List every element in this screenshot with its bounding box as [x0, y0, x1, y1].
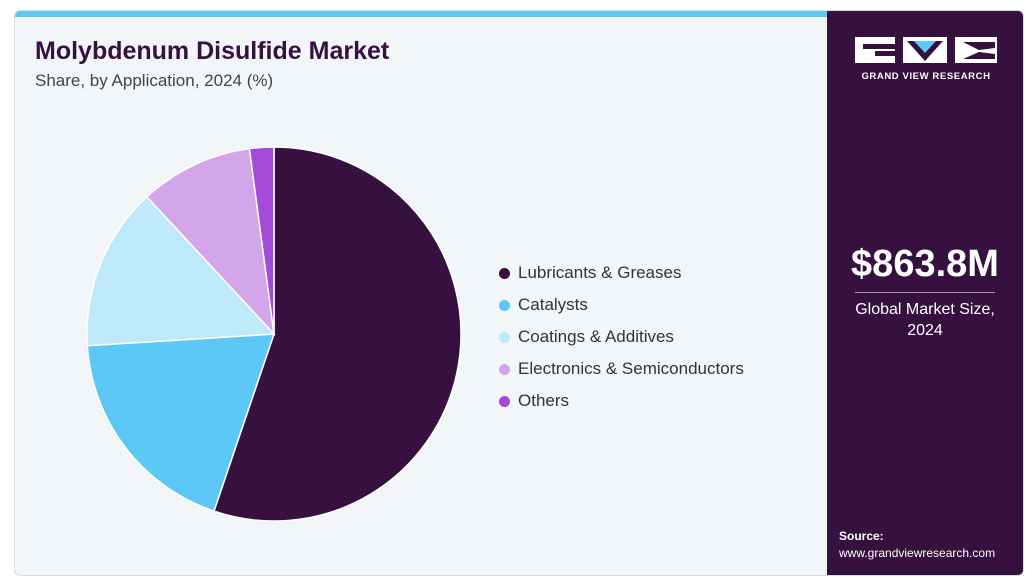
- source-url[interactable]: www.grandviewresearch.com: [839, 546, 996, 560]
- market-size-label-line2: 2024: [907, 322, 943, 339]
- legend-item: Lubricants & Greases: [499, 257, 744, 289]
- gvr-logo-icon: [855, 37, 997, 63]
- accent-bar: [15, 11, 827, 17]
- legend-swatch: [499, 363, 510, 375]
- legend-label: Lubricants & Greases: [518, 263, 682, 282]
- legend-swatch: [499, 267, 510, 279]
- pie-slice-electronics-semiconductors: [145, 147, 276, 337]
- pie-slice-catalysts: [86, 333, 276, 513]
- legend-item: Electronics & Semiconductors: [499, 353, 744, 385]
- divider: [855, 292, 995, 293]
- legend-swatch: [499, 299, 510, 311]
- legend-swatch: [499, 331, 510, 343]
- brand-name: GRAND VIEW RESEARCH: [861, 71, 991, 82]
- pie-slice-lubricants-greases: [213, 146, 462, 522]
- legend-label: Catalysts: [518, 295, 588, 314]
- market-size-label-line1: Global Market Size,: [855, 301, 995, 318]
- market-summary-panel: GRAND VIEW RESEARCH $863.8M Global Marke…: [827, 11, 1023, 575]
- legend-label: Others: [518, 391, 570, 410]
- pie-chart: [86, 146, 462, 522]
- market-size-label: Global Market Size, 2024: [837, 299, 1013, 341]
- legend-label: Electronics & Semiconductors: [518, 359, 744, 378]
- chart-card: Molybdenum Disulfide Market Share, by Ap…: [14, 10, 1024, 576]
- market-size-value: $863.8M: [851, 243, 999, 285]
- source-label: Source:: [839, 529, 884, 543]
- legend-label: Coatings & Additives: [518, 327, 674, 346]
- legend-item: Coatings & Additives: [499, 321, 744, 353]
- legend-item: Others: [499, 385, 744, 417]
- chart-legend: Lubricants & Greases Catalysts Coatings & …: [499, 257, 744, 417]
- pie-slice-coatings-additives: [86, 195, 276, 347]
- legend-item: Catalysts: [499, 289, 744, 321]
- legend-swatch: [499, 395, 510, 407]
- pie-slice-others: [248, 146, 275, 335]
- chart-title: Molybdenum Disulfide Market: [35, 37, 390, 65]
- brand-logo: GRAND VIEW RESEARCH: [855, 37, 997, 82]
- chart-subtitle: Share, by Application, 2024 (%): [35, 71, 274, 90]
